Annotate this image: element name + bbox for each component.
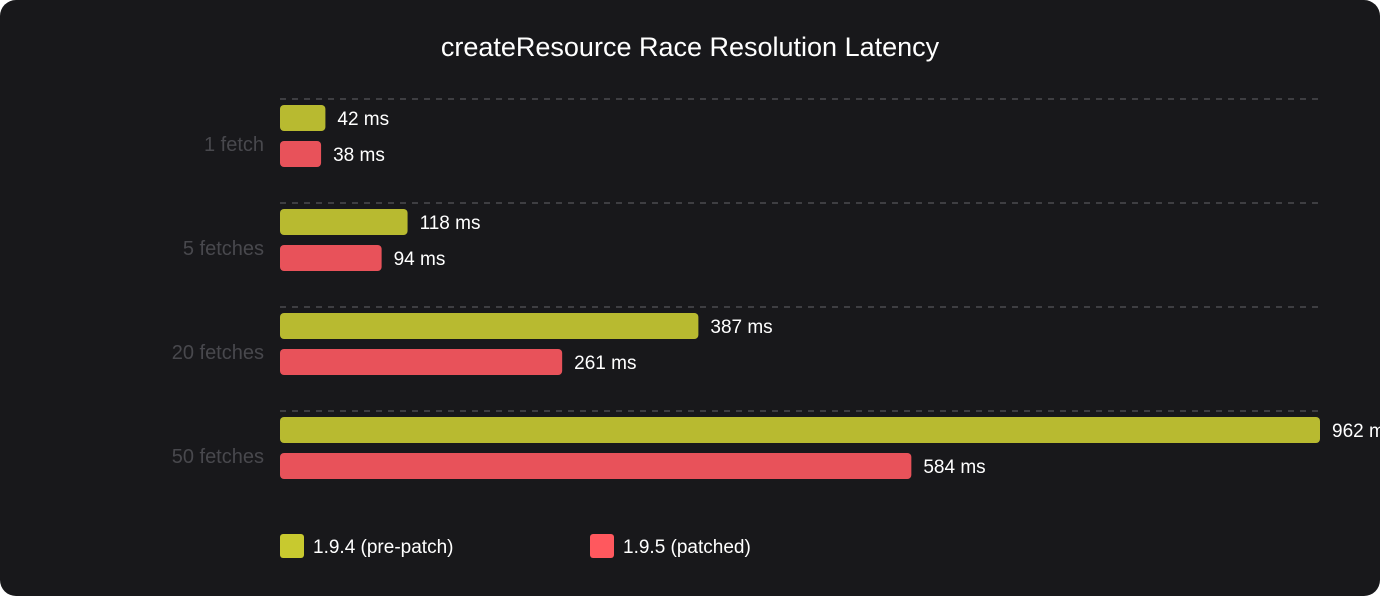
legend-swatch [280,534,304,558]
bar-pre-patch [280,417,1320,443]
data-label: 584 ms [923,457,985,478]
legend-label: 1.9.5 (patched) [623,537,751,558]
bar-pre-patch [280,209,408,235]
category-label: 50 fetches [172,446,264,468]
legend-swatch [590,534,614,558]
category-label: 20 fetches [172,342,264,364]
data-label: 387 ms [710,317,772,338]
data-label: 118 ms [420,213,481,234]
legend-label: 1.9.4 (pre-patch) [313,537,453,558]
data-label: 42 ms [337,109,389,130]
bar-pre-patch [280,313,699,339]
bar-patched [280,453,912,479]
data-label: 94 ms [394,249,446,270]
bar-patched [280,245,382,271]
data-label: 261 ms [574,353,636,374]
bar-patched [280,141,322,167]
bar-pre-patch [280,105,326,131]
chart-title: createResource Race Resolution Latency [441,32,940,62]
category-label: 5 fetches [183,238,264,260]
data-label: 962 ms [1332,421,1380,442]
bar-patched [280,349,563,375]
data-label: 38 ms [333,145,385,166]
category-label: 1 fetch [204,134,264,156]
